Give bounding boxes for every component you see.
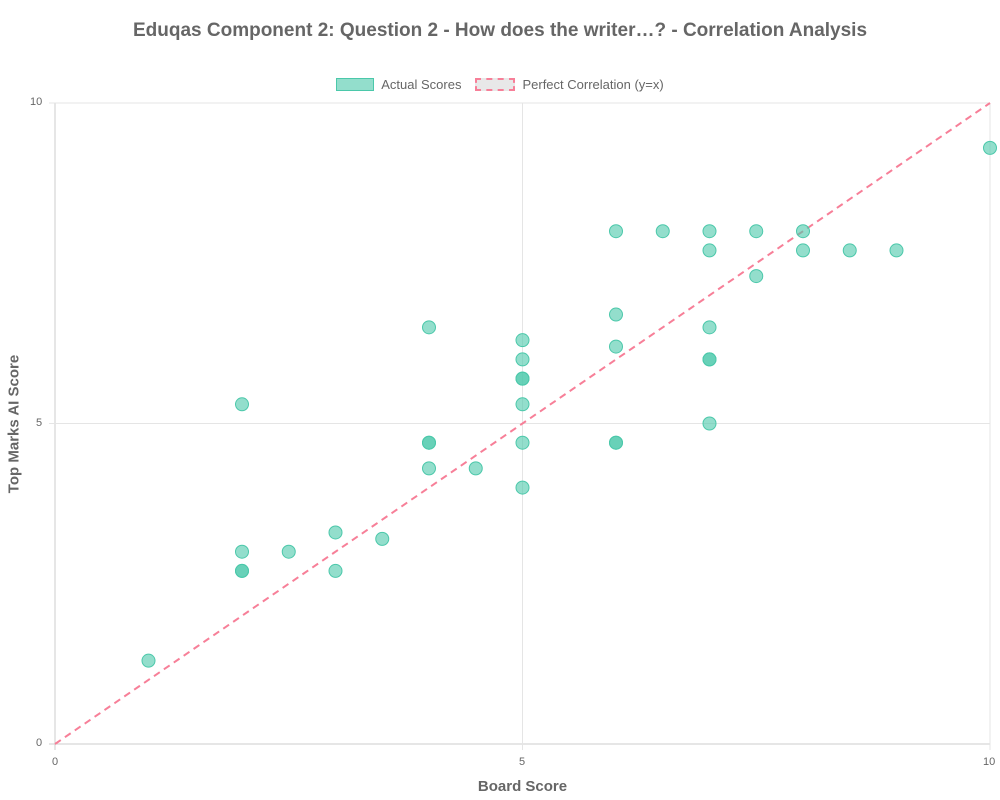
x-tick-0: 0 [52, 756, 59, 768]
data-point[interactable] [468, 461, 483, 476]
data-point[interactable] [328, 563, 343, 578]
data-point[interactable] [515, 371, 530, 386]
legend-item-perfect-correlation[interactable]: Perfect Correlation (y=x) [475, 77, 664, 92]
grid-lines [49, 102, 991, 750]
data-point[interactable] [609, 339, 623, 354]
data-point[interactable] [141, 653, 156, 668]
data-point[interactable] [515, 435, 530, 450]
data-point[interactable] [422, 320, 436, 335]
data-point[interactable] [796, 224, 810, 239]
legend-label-actual: Actual Scores [381, 77, 462, 92]
perfect-correlation-line [54, 102, 991, 745]
legend-label-perfect: Perfect Correlation (y=x) [522, 77, 664, 92]
y-axis-title: Top Marks AI Score [5, 354, 23, 494]
perfect-correlation-swatch-icon [475, 78, 516, 91]
chart-title: Eduqas Component 2: Question 2 - How doe… [132, 20, 868, 41]
data-point[interactable] [422, 435, 436, 450]
data-point[interactable] [655, 224, 670, 239]
data-point[interactable] [749, 224, 764, 239]
x-tick-5: 5 [519, 756, 526, 768]
data-point[interactable] [422, 461, 436, 476]
data-point[interactable] [515, 397, 530, 412]
data-point[interactable] [515, 480, 530, 495]
data-point[interactable] [328, 525, 343, 540]
actual-scores-swatch-icon [336, 78, 375, 91]
data-point[interactable] [609, 435, 623, 450]
data-point[interactable] [702, 224, 717, 239]
x-tick-10: 10 [983, 756, 996, 768]
legend-item-actual-scores[interactable]: Actual Scores [336, 77, 461, 92]
data-point[interactable] [515, 352, 530, 367]
data-point[interactable] [842, 243, 857, 258]
data-point[interactable] [749, 269, 764, 284]
legend: Actual Scores Perfect Correlation (y=x) [0, 77, 1000, 92]
data-point[interactable] [609, 224, 623, 239]
data-point[interactable] [281, 544, 296, 559]
data-point[interactable] [702, 243, 717, 258]
scatter-points [141, 140, 997, 668]
data-point[interactable] [796, 243, 810, 258]
data-point[interactable] [609, 307, 623, 322]
data-point[interactable] [235, 563, 249, 578]
data-point[interactable] [983, 140, 997, 155]
data-point[interactable] [515, 333, 530, 348]
data-point[interactable] [702, 352, 717, 367]
data-point[interactable] [235, 397, 249, 412]
data-point[interactable] [235, 544, 249, 559]
y-tick-0: 0 [36, 737, 43, 749]
data-point[interactable] [889, 243, 904, 258]
y-tick-10: 10 [30, 96, 43, 108]
y-tick-5: 5 [36, 417, 43, 429]
data-point[interactable] [375, 531, 390, 546]
data-point[interactable] [702, 320, 717, 335]
x-axis-title: Board Score [477, 778, 568, 795]
data-point[interactable] [702, 416, 717, 431]
